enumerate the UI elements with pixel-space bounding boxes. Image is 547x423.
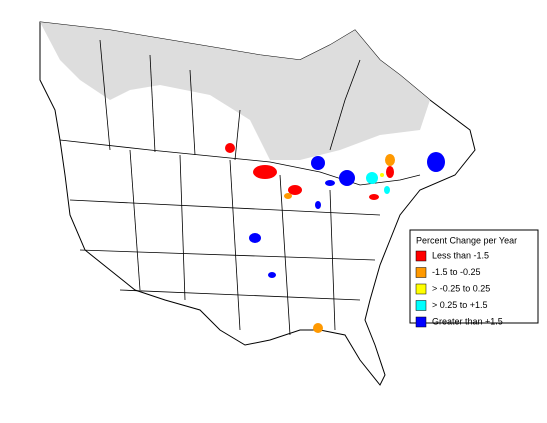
survey-blob (384, 186, 390, 194)
legend-swatch (415, 250, 427, 262)
survey-blob (311, 156, 325, 170)
legend-box (409, 229, 539, 324)
legend-items: Less than -1.5 -1.5 to -0.25 > -0.25 to 0.… (415, 250, 503, 328)
survey-blob (385, 154, 395, 166)
survey-blob (284, 193, 292, 199)
survey-blob (325, 180, 335, 186)
survey-blob (427, 152, 445, 172)
legend-swatch (415, 283, 427, 295)
survey-blob (225, 143, 235, 153)
survey-blob (268, 272, 276, 278)
legend-label: Greater than +1.5 (432, 316, 503, 326)
legend-label: > 0.25 to +1.5 (432, 300, 488, 310)
survey-blob (249, 233, 261, 243)
legend-swatch (415, 300, 427, 311)
legend-label: Less than -1.5 (432, 250, 489, 260)
boundaries (59, 39, 421, 336)
legend-title: Percent Change per Year (416, 235, 517, 245)
survey-blob (315, 201, 321, 209)
survey-blob (366, 172, 378, 184)
legend-swatch (415, 316, 427, 328)
legend-label: > -0.25 to 0.25 (432, 283, 490, 293)
survey-blobs (225, 143, 445, 333)
legend: Percent Change per Year Less than -1.5 -1… (409, 229, 539, 328)
survey-blob (313, 323, 323, 333)
survey-blob (369, 194, 379, 200)
legend-swatch (415, 267, 427, 278)
survey-blob (380, 173, 384, 177)
survey-blob (253, 165, 277, 179)
tundra-region (40, 22, 430, 160)
survey-blob (339, 170, 355, 186)
survey-blob (386, 166, 394, 178)
legend-label: -1.5 to -0.25 (432, 267, 481, 277)
survey-blob (288, 185, 302, 195)
